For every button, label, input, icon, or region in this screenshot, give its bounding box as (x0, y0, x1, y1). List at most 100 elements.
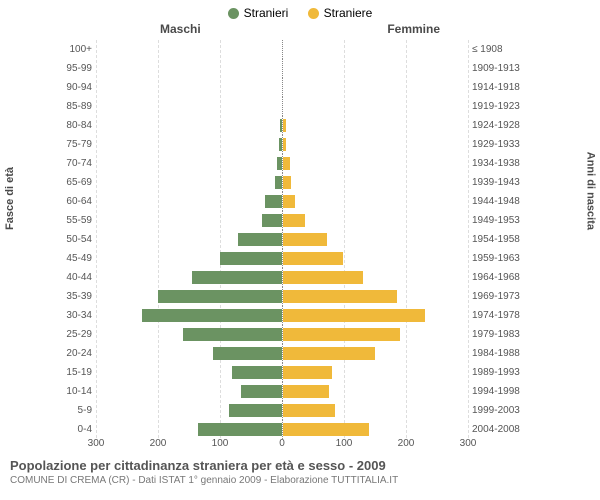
birth-year-label: 1989-1993 (468, 367, 528, 378)
bar-half-female (282, 306, 469, 325)
pyramid-row: 10-141994-1998 (56, 382, 528, 401)
x-tick-label: 0 (279, 438, 285, 449)
age-label: 40-44 (56, 272, 96, 283)
bar-half-male (96, 306, 282, 325)
bar-male (238, 233, 281, 246)
bar-half-female (282, 420, 469, 439)
bar-half-male (96, 325, 282, 344)
bar-male (142, 309, 281, 322)
pyramid-row: 85-891919-1923 (56, 97, 528, 116)
birth-year-label: 1959-1963 (468, 253, 528, 264)
bar-half-female (282, 192, 469, 211)
age-label: 90-94 (56, 82, 96, 93)
age-label: 50-54 (56, 234, 96, 245)
bar-half-male (96, 344, 282, 363)
bar-half-female (282, 325, 469, 344)
birth-year-label: 1969-1973 (468, 291, 528, 302)
pyramid-row: 95-991909-1913 (56, 59, 528, 78)
bar-half-male (96, 40, 282, 59)
birth-year-label: 1979-1983 (468, 329, 528, 340)
age-label: 35-39 (56, 291, 96, 302)
birth-year-label: 1939-1943 (468, 177, 528, 188)
y-axis-title-left: Fasce di età (4, 167, 16, 230)
pyramid-row: 40-44 1964-1968 (56, 268, 528, 287)
bar-female (283, 423, 370, 436)
bar-half-female (282, 268, 469, 287)
pyramid-row: 0-42004-2008 (56, 420, 528, 439)
bar-female (283, 328, 400, 341)
bar-half-female (282, 211, 469, 230)
bar-half-male (96, 401, 282, 420)
col-header-male: Maschi (160, 22, 201, 36)
bar-female (283, 347, 376, 360)
birth-year-label: 1954-1958 (468, 234, 528, 245)
pyramid-row: 65-69 1939-1943 (56, 173, 528, 192)
column-headers: Maschi Femmine (0, 22, 600, 38)
age-label: 20-24 (56, 348, 96, 359)
bar-female (283, 366, 332, 379)
legend-female-label: Straniere (324, 6, 373, 20)
age-label: 15-19 (56, 367, 96, 378)
pyramid-row: 55-591949-1953 (56, 211, 528, 230)
birth-year-label: 1999-2003 (468, 405, 528, 416)
birth-year-label: 1964-1968 (468, 272, 528, 283)
pyramid-row: 100+≤ 1908 (56, 40, 528, 59)
bar-half-male (96, 173, 282, 192)
bar-male (262, 214, 282, 227)
age-label: 65-69 (56, 177, 96, 188)
footer-subtitle: COMUNE DI CREMA (CR) - Dati ISTAT 1° gen… (10, 475, 590, 486)
bar-half-female (282, 135, 469, 154)
age-label: 5-9 (56, 405, 96, 416)
y-axis-title-right: Anni di nascita (584, 152, 596, 230)
age-label: 95-99 (56, 63, 96, 74)
birth-year-label: 1924-1928 (468, 120, 528, 131)
bar-female (283, 138, 286, 151)
col-header-female: Femmine (387, 22, 440, 36)
bar-half-male (96, 382, 282, 401)
x-tick-label: 200 (398, 438, 415, 449)
bar-female (283, 309, 425, 322)
age-label: 80-84 (56, 120, 96, 131)
population-pyramid-chart: Stranieri Straniere Maschi Femmine Fasce… (0, 0, 600, 500)
bar-female (283, 404, 336, 417)
bar-half-female (282, 287, 469, 306)
bar-half-female (282, 363, 469, 382)
age-label: 85-89 (56, 101, 96, 112)
bar-half-male (96, 268, 282, 287)
pyramid-row: 75-791929-1933 (56, 135, 528, 154)
age-label: 60-64 (56, 196, 96, 207)
pyramid-row: 30-341974-1978 (56, 306, 528, 325)
bar-male (183, 328, 282, 341)
bar-female (283, 252, 344, 265)
age-label: 25-29 (56, 329, 96, 340)
legend-male-label: Stranieri (244, 6, 289, 20)
age-label: 10-14 (56, 386, 96, 397)
bar-half-female (282, 40, 469, 59)
bar-half-female (282, 230, 469, 249)
birth-year-label: 1929-1933 (468, 139, 528, 150)
bar-half-male (96, 135, 282, 154)
pyramid-row: 80-84 1924-1928 (56, 116, 528, 135)
legend-swatch-female (308, 8, 319, 19)
bar-half-female (282, 401, 469, 420)
bar-half-male (96, 154, 282, 173)
bar-half-male (96, 211, 282, 230)
pyramid-row: 70-741934-1938 (56, 154, 528, 173)
x-tick-label: 100 (212, 438, 229, 449)
birth-year-label: 2004-2008 (468, 424, 528, 435)
pyramid-row: 20-24 1984-1988 (56, 344, 528, 363)
bar-half-female (282, 344, 469, 363)
bar-male (198, 423, 281, 436)
bar-half-female (282, 382, 469, 401)
bar-female (283, 271, 363, 284)
bar-half-male (96, 78, 282, 97)
pyramid-row: 35-39 1969-1973 (56, 287, 528, 306)
bar-half-female (282, 173, 469, 192)
plot-area: 100+≤ 190895-991909-191390-941914-191885… (56, 40, 528, 438)
bar-half-male (96, 249, 282, 268)
x-tick-label: 200 (150, 438, 167, 449)
legend-male: Stranieri (228, 6, 289, 20)
bar-male (229, 404, 282, 417)
birth-year-label: 1934-1938 (468, 158, 528, 169)
birth-year-label: 1984-1988 (468, 348, 528, 359)
